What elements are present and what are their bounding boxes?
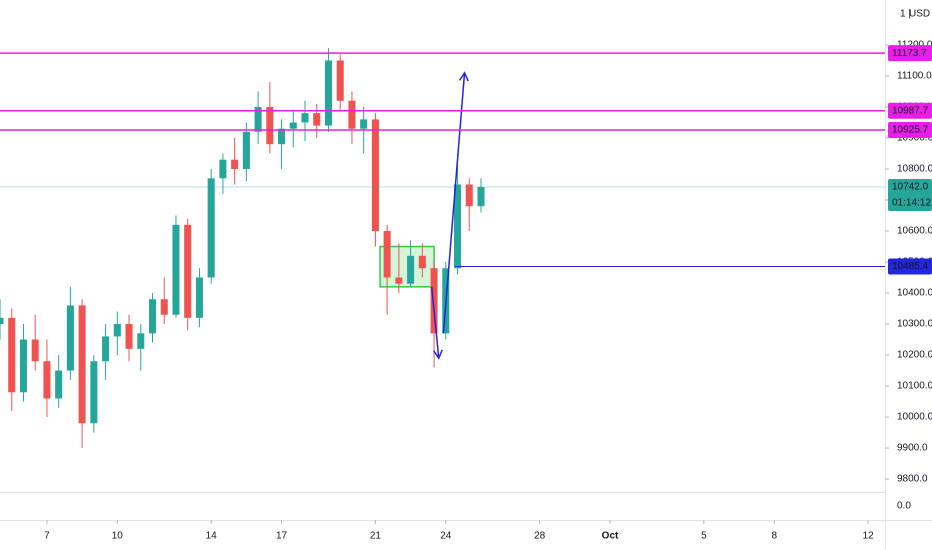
- x-tick-label: 10: [112, 531, 124, 542]
- candle-body: [137, 333, 145, 349]
- candle-body: [148, 299, 157, 334]
- y-tick-label: 10100.0: [897, 381, 932, 392]
- candle-body: [31, 339, 39, 362]
- level-tag: [888, 45, 932, 62]
- candle-body: [477, 186, 485, 207]
- candle-body: [430, 268, 438, 334]
- x-tick-label: 12: [863, 531, 875, 542]
- candle-body: [102, 336, 110, 362]
- candle-body: [160, 299, 168, 315]
- x-tick-label: 17: [276, 531, 288, 542]
- candle-body: [348, 100, 356, 129]
- x-tick-label: 21: [370, 531, 382, 542]
- candle-body: [231, 159, 239, 169]
- candle-body: [383, 231, 391, 278]
- currency: USD: [909, 9, 930, 20]
- y-tick-label: 10400.0: [897, 288, 932, 299]
- level-tag-label: 10485.4: [892, 261, 929, 272]
- candle-body: [8, 317, 16, 393]
- y-tick-label: 10200.0: [897, 350, 932, 361]
- x-tick-label: Oct: [602, 531, 619, 542]
- arrow-head: [433, 349, 443, 360]
- level-tag-label: 10987.7: [892, 105, 929, 116]
- pane-label: 0.0: [897, 501, 911, 512]
- last-price-tag: [888, 178, 932, 211]
- y-tick-label: 10000.0: [897, 412, 932, 423]
- scale-mode: 1 |: [900, 9, 911, 20]
- candle-body: [55, 370, 63, 399]
- candle-body: [324, 60, 332, 126]
- y-tick-label: 10900.0: [897, 133, 932, 144]
- candle-body: [395, 277, 403, 284]
- candle-body: [0, 317, 4, 325]
- candle-body: [360, 119, 368, 129]
- y-tick-label: 11100.0: [897, 71, 932, 82]
- candle-body: [301, 113, 309, 123]
- candle-body: [336, 60, 344, 101]
- arrow-head: [458, 71, 469, 82]
- candle-body: [172, 224, 180, 315]
- candle-body: [66, 305, 74, 371]
- level-tag-label: 11173.7: [892, 48, 927, 59]
- candle-body: [313, 113, 321, 126]
- candle-body: [407, 255, 415, 284]
- candle-body: [113, 324, 121, 337]
- level-tag: [888, 102, 932, 119]
- level-tag: [888, 258, 932, 275]
- y-tick-label: 10300.0: [897, 319, 932, 330]
- candle-body: [289, 122, 297, 129]
- candle-body: [266, 106, 274, 145]
- x-tick-label: 8: [771, 531, 777, 542]
- candle-body: [254, 106, 262, 132]
- candle-body: [242, 131, 250, 169]
- x-tick-label: 5: [701, 531, 707, 542]
- candle-body: [19, 339, 27, 393]
- candle-body: [418, 255, 426, 269]
- candle-body: [465, 184, 473, 207]
- arrow-line: [442, 72, 466, 334]
- x-tick-label: 7: [44, 531, 50, 542]
- candle-body: [371, 119, 379, 232]
- level-tag-label: 10925.7: [892, 125, 929, 136]
- candle-body: [125, 324, 133, 349]
- candle-body: [184, 224, 192, 318]
- candle-body: [90, 361, 98, 424]
- candle-body: [453, 184, 462, 269]
- candle-body: [43, 361, 51, 399]
- y-tick-label: 10600.0: [897, 226, 932, 237]
- candle-body: [219, 159, 227, 179]
- last-price-label: 10742.0: [892, 182, 929, 193]
- candle-body: [195, 277, 203, 318]
- candle-body: [278, 128, 286, 145]
- x-tick-label: 28: [534, 531, 546, 542]
- candle-body: [207, 178, 215, 278]
- level-tag: [888, 122, 932, 139]
- y-tick-label: 9800.0: [897, 474, 928, 485]
- x-tick-label: 24: [440, 531, 452, 542]
- y-tick-label: 9900.0: [897, 443, 928, 454]
- candle-body: [78, 305, 86, 424]
- x-tick-label: 14: [206, 531, 218, 542]
- y-tick-label: 11200.0: [897, 40, 932, 51]
- arrow-line: [430, 286, 440, 359]
- y-tick-label: 10800.0: [897, 164, 932, 175]
- countdown-label: 01:14:12: [892, 198, 931, 209]
